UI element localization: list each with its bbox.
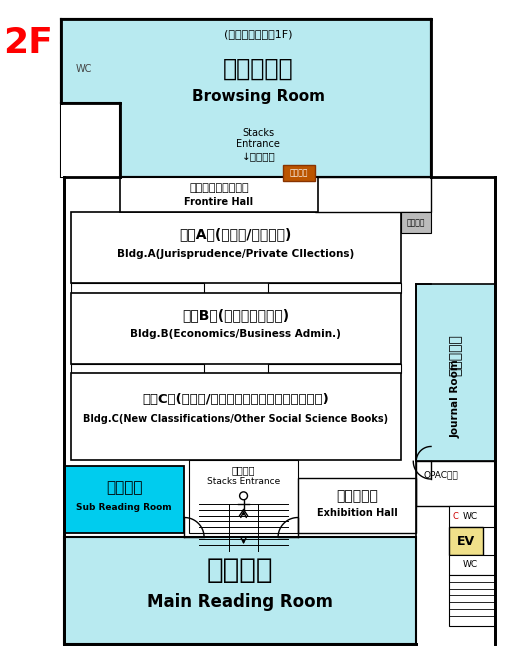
Text: Journal Room: Journal Room (450, 360, 461, 438)
Text: WC: WC (463, 560, 478, 570)
Bar (449, 555, 495, 575)
Bar (449, 527, 484, 555)
Text: Bldg.A(Jurisprudence/Private CIlections): Bldg.A(Jurisprudence/Private CIlections) (117, 249, 354, 259)
Text: 書庫C棟(新分類/その他の人文・社会科学系図書): 書庫C棟(新分類/その他の人文・社会科学系図書) (143, 392, 329, 406)
Text: 書庫入口: 書庫入口 (232, 465, 256, 475)
Text: コピー機: コピー機 (407, 218, 426, 227)
Bar (449, 575, 495, 626)
Text: 2F: 2F (4, 26, 53, 60)
Text: Main Reading Room: Main Reading Room (147, 594, 332, 612)
Text: Stacks Entrance: Stacks Entrance (207, 477, 280, 487)
Bar (71, 364, 204, 373)
Bar (64, 466, 184, 533)
Text: ↓書庫入口: ↓書庫入口 (241, 152, 275, 162)
Bar (61, 103, 120, 177)
Text: Frontire Hall: Frontire Hall (184, 197, 253, 207)
Text: WC: WC (463, 512, 478, 521)
Text: 小閲覧室: 小閲覧室 (106, 481, 143, 495)
Text: 大閲覧室: 大閲覧室 (206, 556, 273, 584)
Bar (416, 461, 495, 506)
Bar (283, 165, 315, 181)
Text: Entrance: Entrance (236, 139, 280, 149)
Bar (71, 283, 204, 293)
Bar (268, 283, 402, 293)
Bar (71, 212, 402, 283)
Bar (268, 364, 402, 373)
Text: Bldg.B(Economics/Business Admin.): Bldg.B(Economics/Business Admin.) (130, 329, 341, 339)
Text: フロンティア館書庫: フロンティア館書庫 (189, 183, 249, 193)
Bar (298, 478, 416, 533)
Text: Sub Reading Room: Sub Reading Room (76, 503, 172, 512)
Text: Stacks: Stacks (242, 127, 274, 137)
Bar (120, 177, 318, 212)
Bar (402, 212, 431, 233)
Bar (449, 506, 495, 527)
Text: EV: EV (457, 535, 475, 548)
Text: OPAC端末: OPAC端末 (423, 471, 458, 479)
Bar (71, 293, 402, 364)
Text: 開架図書室: 開架図書室 (223, 56, 294, 80)
Bar (64, 537, 416, 644)
Text: 展示ホール: 展示ホール (336, 489, 378, 503)
Text: (フロンティア館1F): (フロンティア館1F) (224, 29, 293, 39)
Text: プリンタ: プリンタ (290, 169, 308, 178)
Text: Exhibition Hall: Exhibition Hall (317, 507, 398, 517)
Bar (61, 19, 431, 177)
Bar (71, 373, 402, 460)
Bar (189, 460, 298, 533)
Text: 書庫B棟(経済・経営学系): 書庫B棟(経済・経営学系) (182, 308, 289, 322)
Text: WC: WC (76, 64, 92, 74)
Bar (315, 177, 431, 212)
Text: C: C (453, 512, 459, 521)
Text: Browsing Room: Browsing Room (192, 89, 325, 104)
Text: 雑誌閲覧室: 雑誌閲覧室 (449, 334, 463, 376)
Bar (416, 284, 495, 461)
Text: Bldg.C(New Classifications/Other Social Science Books): Bldg.C(New Classifications/Other Social … (83, 414, 388, 424)
Text: 書庫A棟(法学系/個人文庫): 書庫A棟(法学系/個人文庫) (180, 227, 292, 241)
